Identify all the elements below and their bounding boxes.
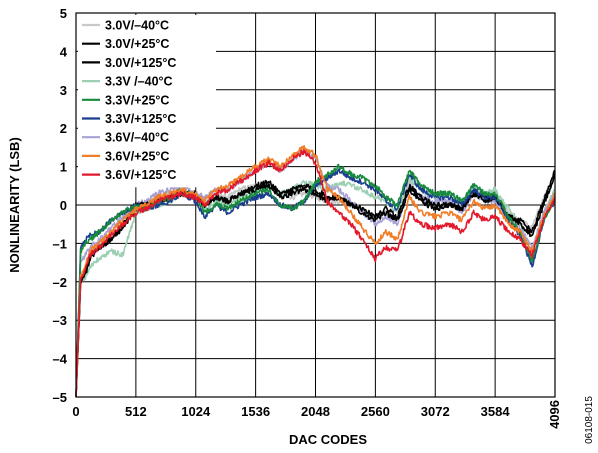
x-tick-label: 4096: [547, 400, 562, 429]
series-line-7: [75, 144, 556, 398]
y-tick-label: –5: [53, 390, 67, 405]
figure-id: 06108-015: [584, 396, 595, 444]
y-tick-label: –2: [53, 275, 67, 290]
legend: 3.0V/–40°C 3.0V/+25°C 3.0V/+125°C 3.3V /–40…: [78, 15, 216, 188]
y-tick-label: –4: [53, 352, 68, 367]
legend-label-7: 3.6V/+25°C: [105, 149, 169, 163]
legend-label-5: 3.3V/+125°C: [105, 112, 176, 126]
y-tick-label: –1: [53, 236, 67, 251]
legend-label-2: 3.0V/+125°C: [105, 56, 176, 70]
x-axis-label: DAC CODES: [289, 432, 367, 447]
legend-background: [78, 15, 216, 188]
y-tick-label: –3: [53, 313, 67, 328]
y-tick-label: 0: [60, 198, 67, 213]
y-tick-label: 1: [60, 160, 67, 175]
x-tick-label: 0: [72, 404, 79, 419]
x-tick-label: 2560: [361, 404, 390, 419]
y-tick-labels: –5 –4 –3 –2 –1 0 1 2 3 4 5: [53, 6, 68, 405]
x-tick-label: 3072: [421, 404, 450, 419]
x-tick-label: 2048: [301, 404, 330, 419]
series-line-8: [75, 149, 556, 398]
plot-frame: [75, 12, 556, 398]
legend-label-3: 3.3V /–40°C: [105, 75, 173, 89]
y-tick-label: 5: [60, 6, 67, 21]
y-tick-label: 4: [60, 44, 68, 59]
legend-label-0: 3.0V/–40°C: [105, 19, 169, 33]
legend-label-4: 3.3V/+25°C: [105, 93, 169, 107]
x-tick-labels: 0 512 1024 1536 2048 2560 3072 3584 4096: [72, 400, 562, 429]
y-axis-label: NONLINEARITY (LSB): [7, 137, 22, 273]
legend-label-1: 3.0V/+25°C: [105, 37, 169, 51]
x-tick-label: 1024: [181, 404, 211, 419]
x-tick-label: 3584: [481, 404, 511, 419]
y-tick-label: 3: [60, 83, 67, 98]
y-tick-label: 2: [60, 121, 67, 136]
series-lines: [75, 144, 556, 398]
x-tick-label: 1536: [241, 404, 270, 419]
grid: [75, 12, 556, 398]
legend-label-8: 3.6V/+125°C: [105, 168, 176, 182]
legend-label-6: 3.6V/–40°C: [105, 131, 169, 145]
x-tick-label: 512: [125, 404, 147, 419]
